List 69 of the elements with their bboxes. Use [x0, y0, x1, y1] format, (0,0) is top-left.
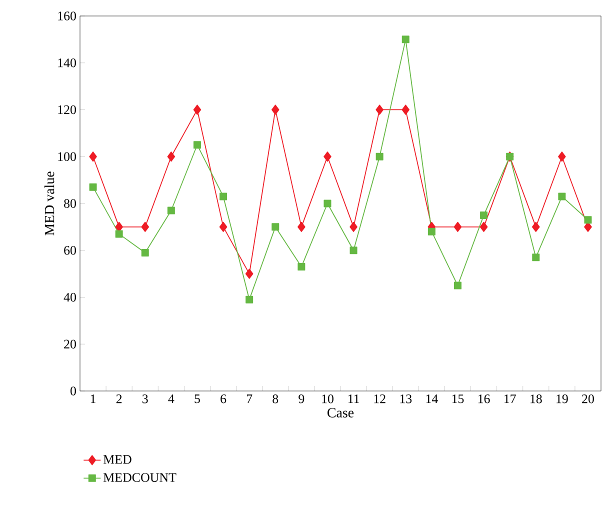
point: [558, 152, 566, 162]
point: [532, 254, 540, 262]
y-tick-label: 120: [58, 105, 76, 114]
point: [376, 152, 384, 160]
point: [167, 206, 175, 214]
legend-label: MED: [103, 455, 132, 464]
point: [141, 222, 150, 232]
point: [402, 36, 410, 44]
y-tick-label: 20: [64, 340, 76, 348]
point: [584, 216, 592, 224]
y-tick-label: 160: [58, 12, 76, 20]
point: [350, 246, 358, 254]
y-axis-title: MED value: [44, 172, 54, 236]
point: [324, 152, 332, 162]
point: [402, 104, 410, 115]
point: [141, 248, 149, 256]
point: [193, 141, 201, 149]
point: [454, 282, 462, 290]
point: [89, 183, 97, 191]
x-tick-label: 1: [90, 394, 96, 404]
point: [219, 222, 228, 232]
y-tick-label: 40: [64, 292, 76, 302]
point: [428, 228, 436, 236]
x-tick-label: 15: [452, 394, 464, 404]
x-tick-label: 10: [322, 394, 334, 404]
x-tick-label: 17: [504, 394, 516, 404]
y-tick-label: 140: [58, 58, 76, 68]
x-tick-label: 8: [272, 394, 278, 404]
x-tick-label: 16: [478, 394, 490, 404]
x-tick-label: 5: [194, 394, 200, 404]
x-tick-label: 2: [116, 394, 122, 404]
x-tick-label: 14: [426, 394, 438, 404]
point: [115, 222, 123, 232]
legend-label: MEDCOUNT: [103, 473, 176, 482]
y-tick-label: 0: [70, 386, 76, 396]
x-tick-label: 13: [400, 394, 412, 404]
point: [532, 222, 540, 232]
x-tick-label: 3: [142, 394, 148, 404]
x-tick-label: 18: [530, 394, 542, 404]
x-axis-title: Case: [328, 408, 354, 418]
point: [298, 222, 306, 232]
point: [246, 296, 254, 304]
point: [376, 104, 384, 115]
point: [350, 222, 358, 232]
point: [220, 192, 228, 200]
x-tick-label: 7: [246, 394, 252, 403]
point: [245, 268, 254, 279]
point: [89, 152, 97, 162]
point: [193, 104, 202, 115]
y-tick-label: 60: [64, 246, 76, 255]
x-tick-label: 11: [348, 394, 359, 404]
point: [480, 222, 488, 232]
point: [454, 222, 462, 232]
point: [298, 263, 306, 271]
x-tick-label: 12: [374, 394, 386, 404]
point: [271, 104, 280, 115]
x-tick-label: 4: [168, 394, 174, 404]
point: [167, 152, 176, 162]
x-tick-label: 19: [556, 394, 568, 404]
x-tick-label: 20: [582, 394, 594, 404]
point: [324, 200, 332, 208]
y-tick-label: 100: [58, 152, 76, 161]
point: [558, 192, 566, 200]
x-tick-label: 6: [220, 394, 226, 404]
point: [272, 223, 280, 231]
point: [115, 230, 123, 238]
x-tick-label: 9: [298, 394, 304, 404]
point: [480, 211, 488, 219]
y-tick-label: 80: [64, 199, 76, 208]
